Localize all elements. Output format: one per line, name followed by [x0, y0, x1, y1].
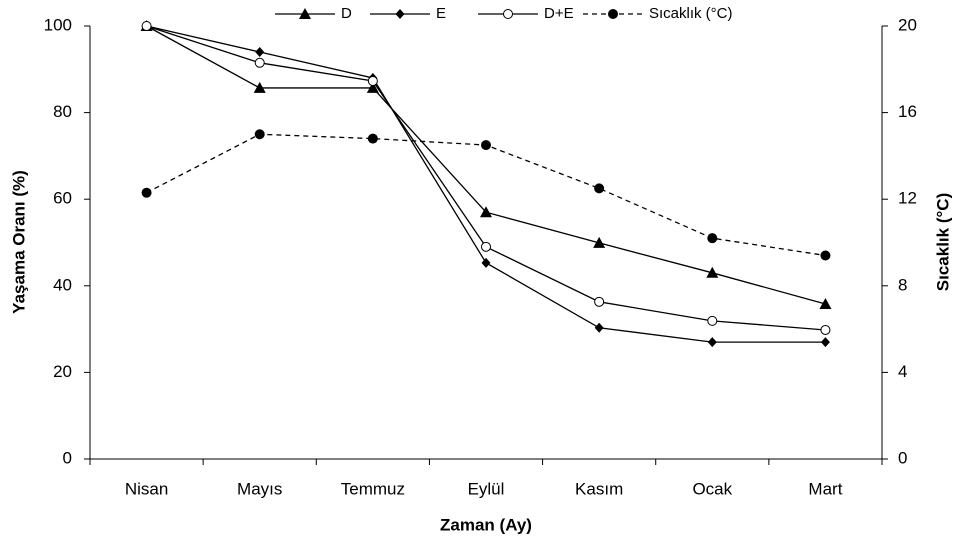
x-tick-label: Ocak — [692, 479, 732, 498]
data-point — [593, 236, 606, 248]
y2-tick-label: 12 — [898, 189, 917, 208]
data-point — [141, 21, 152, 31]
series-line — [146, 133, 826, 257]
data-point — [366, 81, 379, 93]
y-axis-title: Yaşama Oranı (%) — [9, 170, 28, 314]
legend-marker — [299, 8, 311, 19]
data-point — [481, 257, 491, 268]
legend-label: Sıcaklık (°C) — [649, 5, 733, 22]
data-point — [706, 266, 719, 278]
x-axis-title: Zaman (Ay) — [440, 515, 532, 534]
y-tick-label: 20 — [53, 362, 72, 381]
y2-tick-label: 8 — [898, 275, 907, 294]
legend-marker — [608, 9, 618, 19]
data-point — [481, 140, 491, 151]
series-line — [146, 25, 826, 331]
data-point — [141, 187, 152, 198]
data-point — [594, 183, 605, 194]
x-tick-label: Eylül — [468, 479, 505, 498]
legend-label: E — [436, 5, 446, 22]
x-tick-label: Mayıs — [237, 479, 282, 498]
data-point — [367, 133, 378, 144]
data-point — [820, 250, 831, 261]
data-point — [819, 297, 832, 309]
legend-label: D — [341, 5, 352, 22]
x-tick-label: Nisan — [125, 479, 168, 498]
x-tick-label: Temmuz — [341, 479, 405, 498]
series-line — [146, 25, 826, 343]
data-point — [707, 315, 718, 326]
data-point — [707, 233, 718, 244]
legend-marker — [395, 9, 405, 19]
y2-tick-label: 4 — [898, 362, 907, 381]
data-point — [480, 206, 492, 218]
data-point — [254, 129, 265, 140]
data-point — [707, 337, 717, 348]
data-point — [820, 324, 831, 335]
data-point — [820, 337, 830, 348]
y2-tick-label: 0 — [898, 448, 907, 467]
y2-tick-label: 16 — [898, 102, 917, 121]
y-tick-label: 100 — [44, 15, 72, 34]
legend-label: D+E — [544, 5, 574, 22]
y-tick-label: 60 — [53, 189, 72, 208]
data-point — [254, 57, 265, 68]
data-point — [255, 46, 265, 57]
data-point — [253, 81, 266, 93]
y-tick-label: 40 — [53, 275, 72, 294]
data-point — [594, 322, 604, 333]
legend-marker — [503, 9, 513, 19]
y-tick-label: 80 — [53, 102, 72, 121]
y2-tick-label: 20 — [898, 15, 917, 34]
y-tick-label: 0 — [63, 448, 72, 467]
x-tick-label: Mart — [808, 479, 842, 498]
data-point — [367, 75, 378, 86]
data-point — [594, 296, 605, 307]
x-tick-label: Kasım — [575, 479, 623, 498]
y2-axis-title: Sıcaklık (°C) — [933, 193, 952, 291]
data-point — [481, 241, 491, 252]
